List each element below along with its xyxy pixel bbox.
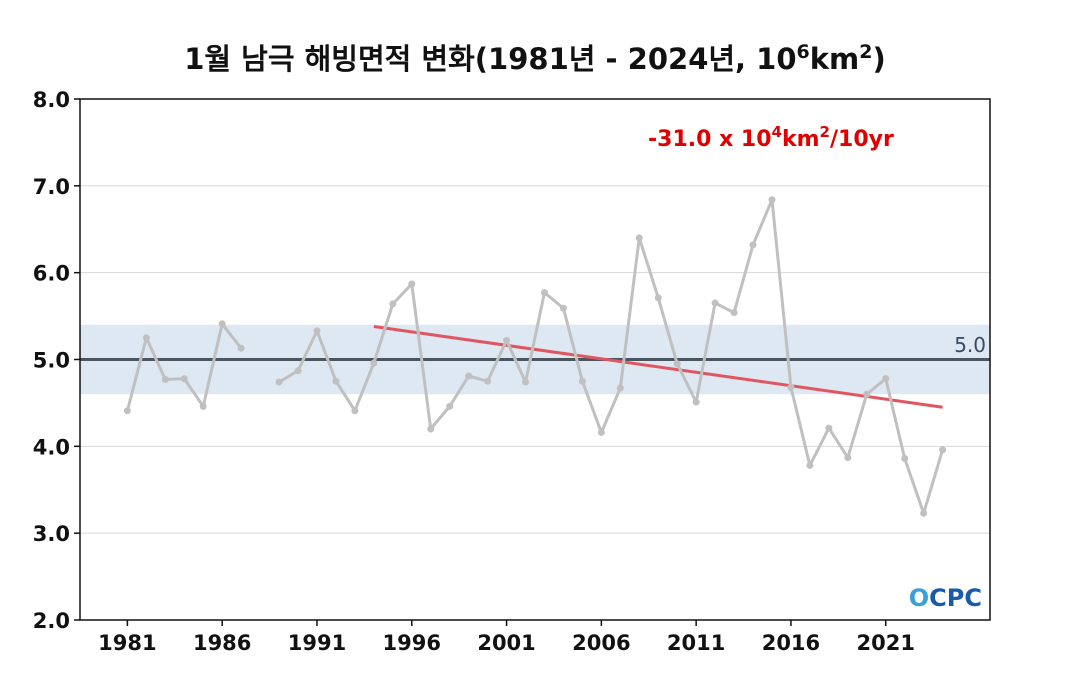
x-tick-label-2021: 2021 (857, 631, 915, 655)
trend-line-layer (373, 325, 943, 409)
data-point-1991 (313, 327, 321, 335)
trend-label-main: -31.0 x 10 (648, 127, 772, 152)
data-point-1983 (161, 375, 169, 383)
x-tick-label-2011: 2011 (667, 631, 725, 655)
data-point-2008 (635, 234, 643, 242)
data-point-2002 (522, 378, 530, 386)
data-point-2007 (616, 384, 624, 392)
data-point-2009 (654, 294, 662, 302)
reference-label: 5.0 (954, 333, 986, 357)
x-tick-label-2001: 2001 (477, 631, 535, 655)
y-axis-ticks: 2.0 3.0 4.0 5.0 6.0 7.0 8.0 (33, 88, 80, 633)
logo-letter: O (909, 584, 929, 612)
data-point-1999 (465, 372, 473, 380)
data-point-1993 (351, 407, 359, 415)
x-tick-label-1996: 1996 (383, 631, 441, 655)
data-point-1994 (370, 359, 378, 367)
logo-letter: C (964, 584, 982, 612)
series-layer (123, 196, 947, 517)
chart-title-sup1: 6 (797, 41, 810, 63)
data-point-2018 (825, 424, 833, 432)
data-point-2011 (692, 398, 700, 406)
x-axis-ticks: 1981 1986 1991 1996 2001 2006 2011 2016 2021 (98, 620, 915, 655)
data-point-2014 (749, 241, 757, 249)
data-point-2010 (673, 360, 681, 368)
data-point-2022 (901, 454, 909, 462)
data-point-2012 (711, 299, 719, 307)
y-tick-label-2.0: 2.0 (33, 609, 70, 633)
data-point-1984 (180, 375, 188, 383)
data-point-2015 (768, 196, 776, 204)
y-tick-label-7.0: 7.0 (33, 175, 70, 199)
x-tick-label-1986: 1986 (193, 631, 251, 655)
data-point-2006 (597, 428, 605, 436)
data-point-2000 (484, 377, 492, 385)
chart-title-mid: km (810, 42, 860, 76)
data-point-2013 (730, 309, 738, 317)
data-point-2017 (806, 461, 814, 469)
chart-title: 1월 남극 해빙면적 변화(1981년 - 2024년, 106km2) (184, 41, 886, 76)
data-point-2024 (939, 446, 947, 454)
trend-line (373, 325, 943, 409)
data-point-1996 (408, 280, 416, 288)
x-tick-label-1991: 1991 (288, 631, 346, 655)
data-point-1989 (275, 378, 283, 386)
data-point-2001 (503, 336, 511, 344)
data-point-2004 (559, 304, 567, 312)
chart-title-prefix: 1월 남극 해빙면적 변화(1981년 - 2024년, 10 (184, 42, 796, 76)
trend-label-mid: km (782, 127, 820, 152)
y-tick-label-5.0: 5.0 (33, 349, 70, 373)
ocpc-logo: OCPC (909, 584, 982, 612)
chart-title-suffix: ) (873, 42, 886, 76)
trend-label-sup1: 4 (772, 123, 782, 141)
data-point-1987 (237, 344, 245, 352)
logo-letter: P (947, 584, 965, 612)
data-point-2005 (578, 377, 586, 385)
x-tick-label-2006: 2006 (572, 631, 630, 655)
data-point-1995 (389, 300, 397, 308)
data-point-2020 (863, 390, 871, 398)
data-point-1990 (294, 367, 302, 375)
series-line-segment-1 (278, 198, 945, 515)
data-point-2023 (920, 509, 928, 517)
data-point-2003 (540, 289, 548, 297)
trend-label-end: /10yr (830, 127, 894, 152)
trend-label-sup2: 2 (820, 123, 830, 141)
y-tick-label-3.0: 3.0 (33, 522, 70, 546)
trend-label: -31.0 x 104km2/10yr (648, 123, 894, 152)
data-point-2019 (844, 454, 852, 462)
data-point-1997 (427, 425, 435, 433)
data-point-1981 (123, 407, 131, 415)
data-point-1986 (218, 320, 226, 328)
data-point-1992 (332, 377, 340, 385)
data-point-2016 (787, 383, 795, 391)
x-tick-label-1981: 1981 (98, 631, 156, 655)
x-tick-label-2016: 2016 (762, 631, 820, 655)
logo-letter: C (929, 584, 947, 612)
data-point-1998 (446, 402, 454, 410)
data-point-2021 (882, 375, 890, 383)
y-tick-label-4.0: 4.0 (33, 435, 70, 459)
data-point-1985 (199, 402, 207, 410)
chart-title-sup2: 2 (859, 41, 872, 63)
y-tick-label-8.0: 8.0 (33, 88, 70, 112)
data-point-1982 (142, 334, 150, 342)
y-tick-label-6.0: 6.0 (33, 262, 70, 286)
